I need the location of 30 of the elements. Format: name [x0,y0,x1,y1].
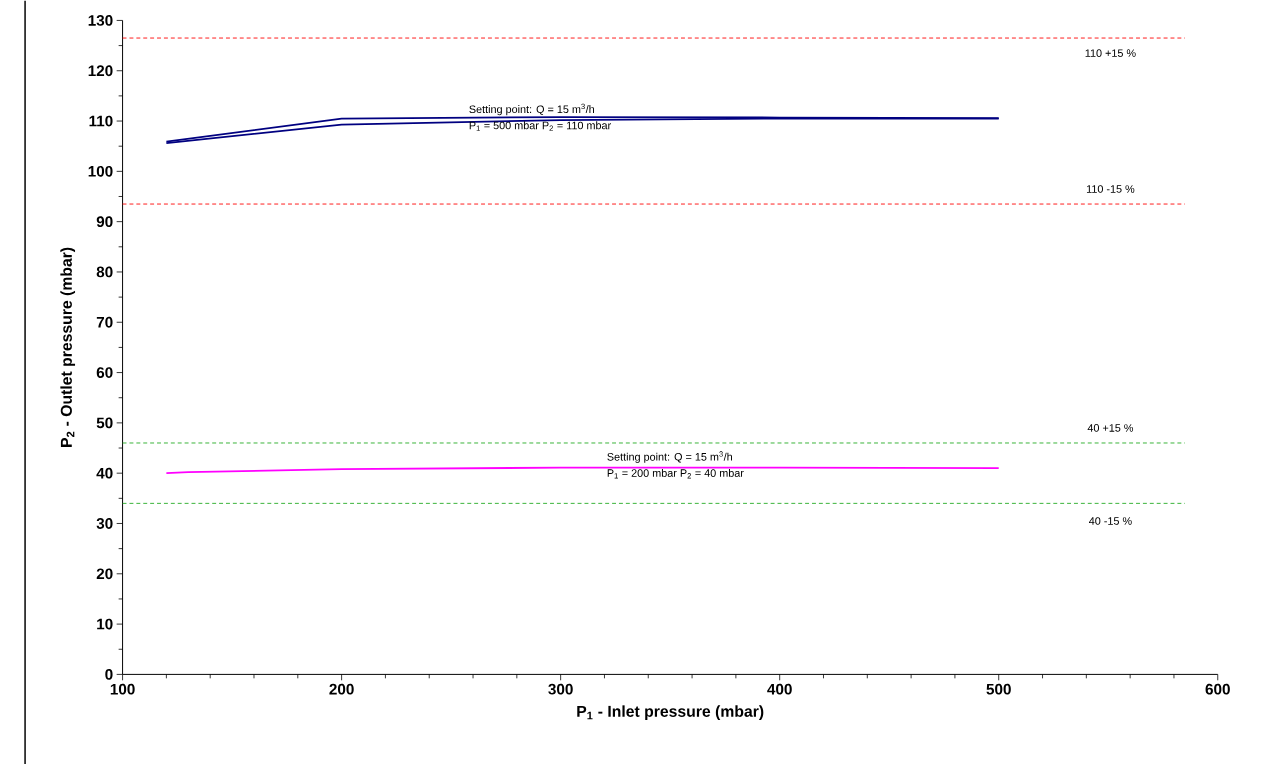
x-tick-label: 300 [548,683,573,695]
y-tick-label: 50 [96,417,113,429]
y-tick-label: 0 [105,669,113,680]
x-tick-label: 400 [767,683,792,695]
y-tick-label: 110 [89,115,113,127]
annotation: P$_{1}$ = 500 mbar P$_{2}$ = 110 mbar [469,121,611,131]
y-tick-label: 60 [96,367,113,379]
y-tick-label: 10 [97,618,113,630]
annotation: 40 +15 % [1087,424,1134,432]
annotation: Setting point: Q = 15 m$^{3}$/h [469,103,594,116]
x-axis-title: P$_{1}$ - Inlet pressure (mbar) [577,705,764,721]
annotation: 40 -15 % [1089,517,1132,525]
annotation: P$_{1}$ = 200 mbar P$_{2}$ = 40 mbar [607,469,744,479]
y-tick-label: 100 [88,166,113,177]
y-tick-label: 20 [96,568,113,580]
annotation: 110 +15 % [1085,49,1136,58]
y-tick-label: 30 [96,518,113,530]
y-tick-label: 120 [88,65,113,77]
x-tick-label: 100 [110,683,135,695]
y-tick-label: 90 [96,216,113,228]
annotation: Setting point: Q = 15 m$^{3}$/h [607,451,732,463]
y-tick-label: 130 [88,15,113,26]
x-tick-label: 200 [329,683,354,695]
y-tick-label: 80 [96,266,113,278]
x-tick-label: 600 [1205,683,1230,695]
y-tick-label: 70 [96,316,113,328]
annotation: 110 -15 % [1086,185,1135,193]
x-tick-label: 500 [986,683,1011,695]
y-tick-label: 40 [96,467,113,479]
y-axis-title: P$_{2}$ - Outlet pressure (mbar) [60,247,76,447]
